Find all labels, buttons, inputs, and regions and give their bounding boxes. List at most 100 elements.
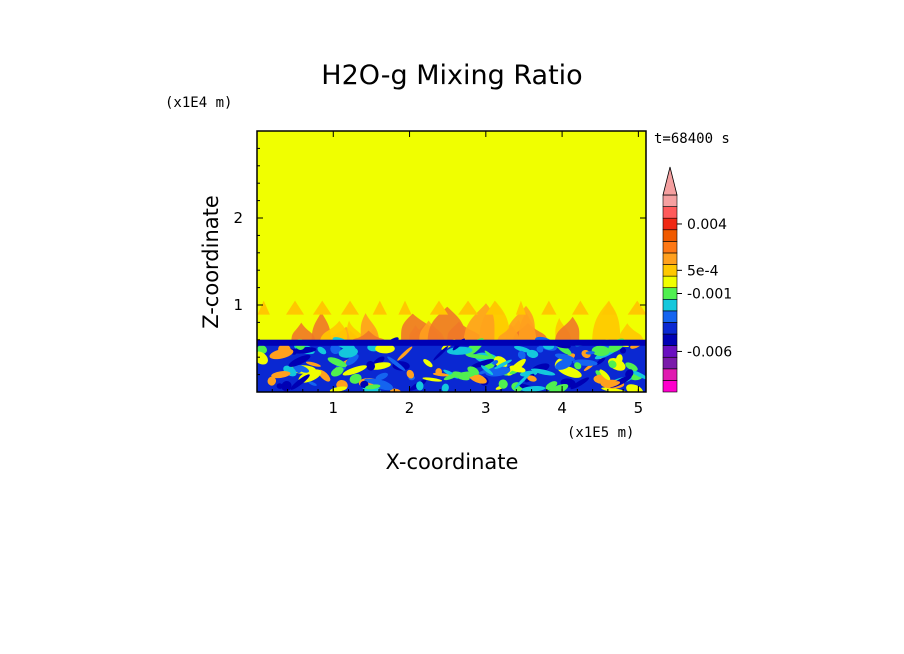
turbulent-eddy xyxy=(345,354,359,366)
turbulent-eddy xyxy=(591,345,610,357)
colorbar-segment xyxy=(662,275,678,289)
colorbar-label: -0.006 xyxy=(687,344,732,360)
turbulent-eddy xyxy=(364,378,389,386)
plume-patch xyxy=(518,312,537,344)
y-tick-label: 2 xyxy=(233,209,243,227)
turbulent-eddy xyxy=(498,379,508,389)
x-tick-label: 1 xyxy=(329,399,339,417)
colorbar-label: -0.001 xyxy=(687,287,732,303)
x-unit-label: (x1E5 m) xyxy=(567,425,634,441)
colorbar-segment xyxy=(662,345,678,358)
turbulent-eddy xyxy=(278,344,291,355)
turbulent-eddy xyxy=(406,369,415,379)
colorbar-label: 5e-4 xyxy=(687,263,719,279)
turbulent-eddy xyxy=(554,353,575,362)
plume-patch xyxy=(497,324,520,344)
colorbar: 0.004 5e-4 -0.001 -0.006 xyxy=(662,166,732,393)
turbulent-eddy xyxy=(619,347,627,354)
x-axis-label: X-coordinate xyxy=(386,450,519,474)
turbulent-eddy xyxy=(281,381,292,392)
turbulent-eddy xyxy=(536,346,544,353)
turbulent-eddy xyxy=(267,376,277,386)
turbulent-eddy xyxy=(330,343,341,355)
turbulent-eddy xyxy=(295,365,310,373)
plume-tip xyxy=(627,300,646,315)
turbulent-eddy xyxy=(514,345,531,353)
plume-patch xyxy=(554,316,580,344)
turbulent-eddy xyxy=(327,357,347,368)
colorbar-segment xyxy=(662,298,678,312)
turbulent-eddy xyxy=(305,361,321,367)
plume-patch xyxy=(291,322,316,344)
turbulent-eddy xyxy=(585,351,595,355)
turbulent-eddy xyxy=(514,371,532,389)
time-label: t=68400 s xyxy=(654,131,730,147)
turbulent-eddy xyxy=(317,346,327,355)
plume-tip xyxy=(485,300,505,315)
turbulent-eddy xyxy=(416,381,424,391)
turbulent-eddy xyxy=(329,386,347,392)
turbulent-eddy xyxy=(625,369,634,378)
plot-frame xyxy=(256,130,647,393)
turbulent-eddy xyxy=(545,381,558,391)
plume-tip xyxy=(312,300,332,315)
turbulent-eddy xyxy=(390,388,401,392)
colorbar-segment xyxy=(662,380,678,393)
plume-tip xyxy=(458,300,479,315)
turbulent-eddy xyxy=(526,349,539,358)
plume-tip xyxy=(601,300,617,315)
x-tick-label: 3 xyxy=(481,399,491,417)
turbulent-eddy xyxy=(608,360,617,369)
turbulent-eddy xyxy=(276,383,283,389)
plume-tip xyxy=(285,300,305,315)
plume-tip xyxy=(372,300,387,315)
turbulent-eddy xyxy=(330,366,344,377)
turbulent-eddy xyxy=(387,356,406,371)
colorbar-segment xyxy=(662,264,678,277)
colorbar-extend-arrow xyxy=(662,166,678,196)
plume-tip xyxy=(341,300,360,315)
turbulent-eddy xyxy=(596,357,606,365)
turbulent-eddy xyxy=(318,369,331,382)
plume-patch xyxy=(427,306,467,344)
axis-ticks: 1 2 3 4 5 1 2 xyxy=(233,131,646,417)
turbulent-eddy xyxy=(509,365,526,373)
colorbar-segment xyxy=(662,322,678,335)
turbulent-eddy xyxy=(521,385,546,392)
turbulent-eddy xyxy=(492,360,499,365)
turbulent-eddy xyxy=(433,345,449,361)
colorbar-segment xyxy=(662,252,678,265)
turbulent-eddy xyxy=(375,343,395,354)
turbulent-eddy xyxy=(484,350,496,361)
turbulent-eddy xyxy=(422,377,443,382)
colorbar-segment xyxy=(662,310,678,323)
turbulent-eddy xyxy=(423,359,433,368)
colorbar-segment xyxy=(662,368,678,381)
colorbar-segment xyxy=(662,287,678,300)
turbulent-eddy xyxy=(547,383,569,392)
turbulent-eddy xyxy=(271,371,291,379)
turbulent-eddy xyxy=(480,365,494,375)
plume-tip xyxy=(515,300,526,315)
plot-area xyxy=(257,131,646,392)
turbulent-eddy xyxy=(574,362,582,370)
turbulent-eddy xyxy=(360,380,369,389)
turbulent-eddy xyxy=(466,354,492,360)
colorbar-segment xyxy=(662,206,678,219)
x-tick-label: 2 xyxy=(405,399,415,417)
turbulent-eddy xyxy=(288,354,311,367)
y-axis-label: Z-coordinate xyxy=(199,195,223,329)
turbulent-eddy xyxy=(308,381,317,386)
turbulent-eddy xyxy=(599,369,611,381)
colorbar-segment xyxy=(662,194,678,207)
y-tick-label: 1 xyxy=(233,296,243,314)
colorbar-label: 0.004 xyxy=(687,217,727,233)
colorbar-segment xyxy=(662,356,678,370)
x-tick-label: 5 xyxy=(634,399,644,417)
plume-tip xyxy=(398,300,412,315)
turbulent-eddy xyxy=(625,362,638,372)
plume-tip xyxy=(541,300,557,315)
turbulent-eddy xyxy=(517,350,526,360)
turbulent-eddy xyxy=(290,374,310,390)
